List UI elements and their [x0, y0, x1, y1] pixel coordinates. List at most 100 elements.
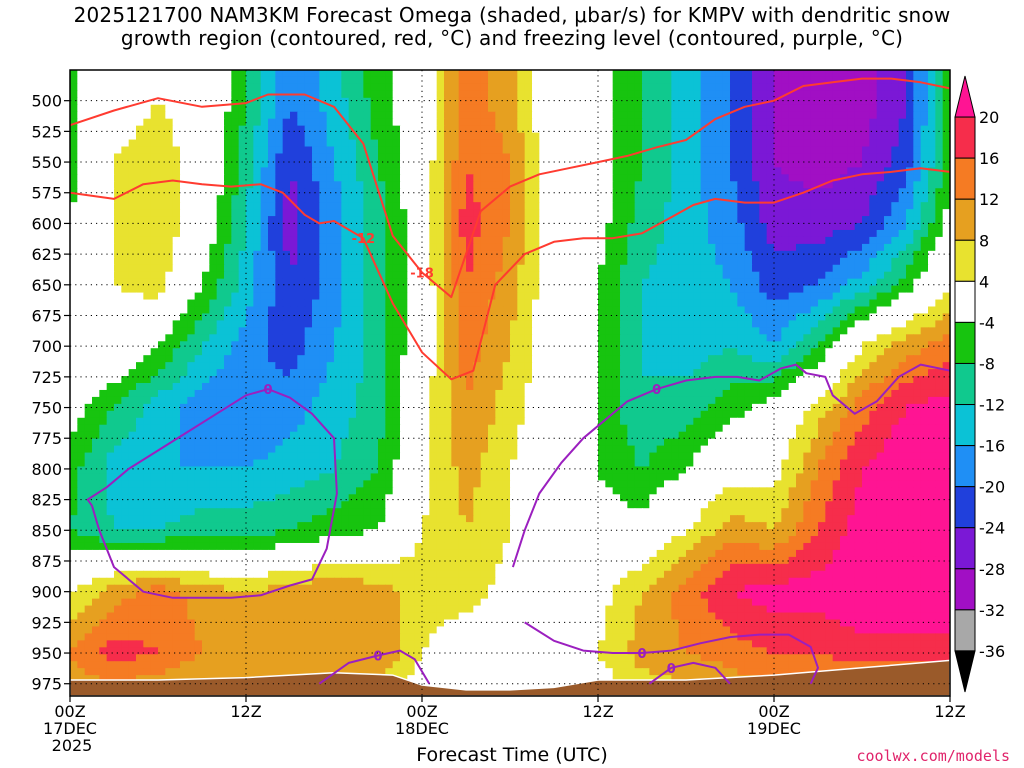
omega-cell: [568, 341, 577, 349]
omega-cell: [568, 216, 577, 224]
omega-cell: [209, 223, 218, 231]
omega-cell: [700, 202, 709, 210]
omega-cell: [847, 292, 856, 301]
omega-cell: [341, 292, 350, 301]
omega-cell: [304, 299, 313, 308]
omega-cell: [876, 70, 885, 78]
omega-cell: [480, 97, 489, 106]
omega-cell: [818, 313, 826, 321]
omega-cell: [128, 76, 137, 85]
omega-cell: [224, 181, 232, 189]
omega-cell: [942, 348, 950, 356]
omega-cell: [216, 229, 225, 238]
omega-cell: [260, 97, 269, 106]
omega-cell: [539, 160, 548, 168]
omega-cell: [869, 292, 878, 301]
omega-cell: [253, 271, 262, 280]
omega-cell: [99, 271, 108, 280]
omega-cell: [253, 195, 262, 203]
omega-cell: [165, 132, 174, 141]
omega-cell: [187, 97, 196, 106]
omega-cell: [649, 188, 658, 196]
omega-cell: [121, 97, 130, 106]
omega-cell: [370, 195, 379, 203]
omega-cell: [202, 216, 210, 224]
omega-cell: [414, 216, 423, 224]
omega-cell: [869, 278, 878, 287]
omega-cell: [268, 229, 276, 238]
omega-cell: [356, 306, 364, 315]
omega-cell: [693, 139, 702, 148]
omega-cell: [722, 216, 731, 224]
omega-cell: [928, 278, 936, 287]
omega-cell: [282, 174, 291, 182]
omega-cell: [216, 341, 225, 349]
omega-cell: [436, 250, 445, 259]
omega-cell: [495, 320, 504, 328]
omega-cell: [282, 334, 291, 342]
omega-cell: [458, 229, 467, 238]
omega-cell: [268, 243, 276, 252]
omega-cell: [517, 299, 526, 308]
omega-cell: [546, 76, 555, 85]
omega-cell: [898, 271, 907, 280]
omega-cell: [495, 229, 504, 238]
omega-cell: [260, 153, 269, 162]
omega-cell: [642, 271, 650, 280]
omega-cell: [436, 146, 445, 155]
omega-cell: [238, 306, 247, 315]
omega-cell: [202, 160, 210, 168]
omega-cell: [656, 236, 665, 245]
omega-cell: [451, 132, 460, 141]
omega-cell: [532, 118, 540, 127]
omega-cell: [290, 118, 298, 127]
omega-cell: [216, 118, 225, 127]
omega-cell: [928, 83, 936, 92]
omega-cell: [825, 202, 834, 210]
omega-cell: [275, 132, 284, 141]
omega-cell: [759, 292, 768, 301]
omega-cell: [400, 70, 408, 78]
omega-cell: [913, 278, 922, 287]
omega-cell: [231, 97, 240, 106]
omega-cell: [128, 167, 137, 175]
omega-cell: [847, 285, 856, 294]
omega-cell: [341, 341, 350, 349]
omega-cell: [187, 299, 196, 308]
omega-cell: [869, 348, 878, 356]
omega-cell: [348, 223, 357, 231]
omega-cell: [847, 348, 856, 356]
omega-cell: [788, 285, 797, 294]
omega-cell: [840, 236, 848, 245]
omega-cell: [759, 341, 768, 349]
omega-cell: [546, 104, 555, 113]
omega-cell: [869, 139, 878, 148]
omega-cell: [429, 341, 438, 349]
omega-cell: [906, 257, 914, 266]
omega-cell: [451, 188, 460, 196]
omega-cell: [568, 111, 577, 120]
omega-cell: [312, 202, 320, 210]
omega-cell: [326, 132, 335, 141]
omega-cell: [847, 188, 856, 196]
omega-cell: [400, 188, 408, 196]
omega-cell: [884, 90, 892, 99]
omega-cell: [466, 278, 474, 287]
omega-cell: [341, 348, 350, 356]
omega-cell: [304, 278, 313, 287]
omega-cell: [612, 327, 621, 335]
omega-cell: [539, 153, 548, 162]
omega-cell: [268, 125, 276, 134]
omega-cell: [84, 257, 93, 266]
omega-cell: [348, 174, 357, 182]
omega-cell: [840, 160, 848, 168]
omega-cell: [825, 132, 834, 141]
omega-cell: [576, 341, 584, 349]
omega-cell: [348, 299, 357, 308]
omega-cell: [671, 285, 680, 294]
omega-cell: [502, 229, 511, 238]
omega-cell: [854, 250, 863, 259]
omega-cell: [216, 327, 225, 335]
omega-cell: [253, 264, 262, 273]
omega-cell: [898, 209, 907, 217]
